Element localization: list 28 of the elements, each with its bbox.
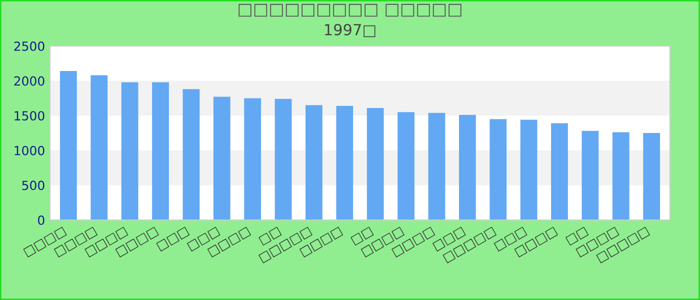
bar xyxy=(60,71,77,220)
bar xyxy=(121,82,138,220)
bar xyxy=(643,133,660,220)
bar xyxy=(274,98,292,220)
bar xyxy=(306,105,322,220)
bar xyxy=(398,112,414,220)
y-tick-label: 2000 xyxy=(14,76,44,86)
y-tick-label: 1000 xyxy=(14,146,44,156)
chart-subtitle: 1997□ xyxy=(325,24,376,38)
bar xyxy=(520,120,538,220)
bar xyxy=(90,75,108,220)
bar xyxy=(551,123,568,220)
chart-title: □□□□□□□□□ □□□□□ xyxy=(238,4,462,17)
y-tick-label: 2500 xyxy=(14,41,44,51)
bar xyxy=(458,114,476,220)
bar xyxy=(428,112,446,220)
bar xyxy=(366,108,384,220)
y-tick-label: 0 xyxy=(38,215,44,225)
y-tick-label: 1500 xyxy=(14,111,44,121)
bar xyxy=(582,130,599,220)
bar xyxy=(182,89,200,220)
bar xyxy=(213,96,230,220)
bar xyxy=(152,82,169,220)
bar xyxy=(490,119,507,220)
bar xyxy=(336,106,354,220)
bar xyxy=(612,132,630,220)
bar xyxy=(244,98,262,220)
y-tick-label: 500 xyxy=(22,180,44,190)
